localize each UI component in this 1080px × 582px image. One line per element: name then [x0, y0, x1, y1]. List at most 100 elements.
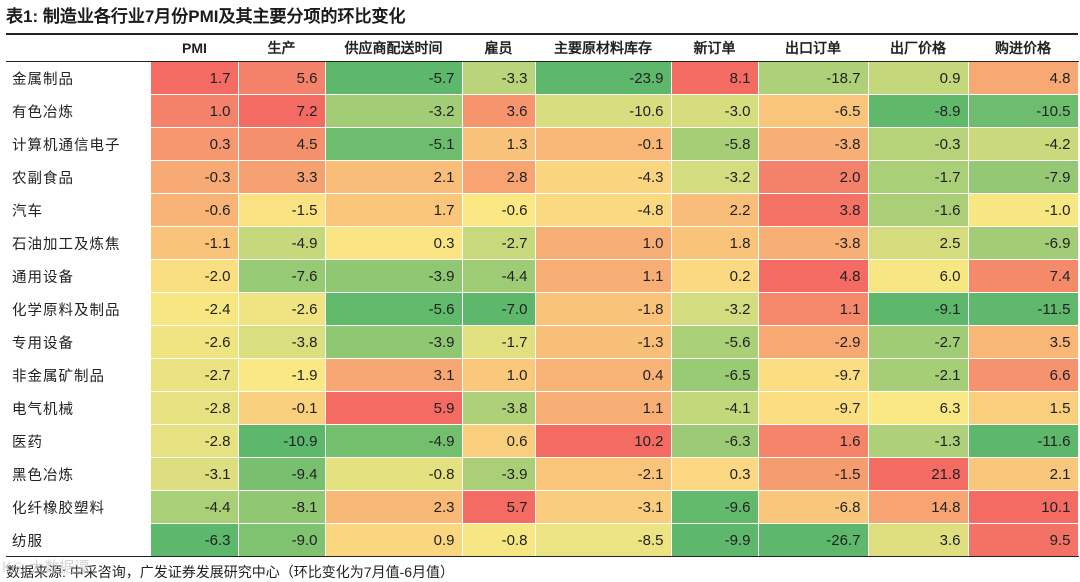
heatmap-cell: -1.3 [535, 325, 672, 359]
source-note: 数据来源: 中采咨询，广发证券发展研究中心（环比变化为7月值-6月值） [6, 564, 455, 580]
heatmap-cell: -1.1 [151, 226, 239, 260]
header-corner [6, 35, 151, 62]
heatmap-cell: -10.5 [968, 94, 1079, 128]
heatmap-cell: 2.1 [968, 457, 1079, 491]
heatmap-cell: -26.7 [758, 523, 869, 557]
row-label: 纺服 [6, 523, 151, 557]
row-label: 医药 [6, 424, 151, 458]
heatmap-cell: 9.5 [968, 523, 1079, 557]
heatmap-cell: 0.3 [325, 226, 463, 260]
heatmap-cell: -3.1 [535, 490, 672, 524]
heatmap-cell: -6.3 [671, 424, 759, 458]
heatmap-cell: 1.0 [462, 358, 536, 392]
heatmap-cell: -9.7 [758, 358, 869, 392]
table-row: 纺服 -6.3 -9.0 0.9 -0.8 -8.5 -9.9 -26.7 3.6 9.5 [6, 523, 1079, 557]
heatmap-cell: 4.5 [238, 127, 326, 161]
heatmap-cell: 5.7 [462, 490, 536, 524]
table-title: 表1: 制造业各行业7月份PMI及其主要分项的环比变化 [6, 7, 406, 26]
heatmap-cell: 1.5 [968, 391, 1079, 425]
heatmap-cell: -4.1 [671, 391, 759, 425]
heatmap-table: PMI 生产 供应商配送时间 雇员 主要原材料库存 新订单 出口订单 出厂价格 购进价格 金属制… [6, 35, 1079, 557]
heatmap-cell: 10.1 [968, 490, 1079, 524]
heatmap-cell: -2.6 [151, 325, 239, 359]
table-row: 农副食品 -0.3 3.3 2.1 2.8 -4.3 -3.2 2.0 -1.7 -7.9 [6, 160, 1079, 194]
heatmap-cell: -3.0 [671, 94, 759, 128]
heatmap-cell: -1.7 [868, 160, 969, 194]
heatmap-cell: -4.9 [238, 226, 326, 260]
heatmap-cell: -0.3 [868, 127, 969, 161]
header-row: PMI 生产 供应商配送时间 雇员 主要原材料库存 新订单 出口订单 出厂价格 购进价格 [6, 35, 1078, 62]
heatmap-cell: -3.9 [462, 457, 536, 491]
heatmap-cell: -1.3 [868, 424, 969, 458]
row-label: 通用设备 [6, 259, 151, 293]
heatmap-cell: -1.6 [868, 193, 969, 227]
heatmap-cell: 4.8 [758, 259, 869, 293]
heatmap-cell: -1.8 [535, 292, 672, 326]
column-header: 雇员 [462, 35, 535, 62]
table-row: 非金属矿制品 -2.7 -1.9 3.1 1.0 0.4 -6.5 -9.7 -2.1 6.6 [6, 358, 1079, 392]
heatmap-cell: 1.8 [671, 226, 759, 260]
heatmap-cell: -3.8 [758, 226, 869, 260]
heatmap-cell: -4.9 [325, 424, 463, 458]
heatmap-cell: 2.1 [325, 160, 463, 194]
heatmap-cell: -9.1 [868, 292, 969, 326]
heatmap-cell: -6.9 [968, 226, 1079, 260]
heatmap-cell: 1.6 [758, 424, 869, 458]
heatmap-cell: -0.1 [535, 127, 672, 161]
heatmap-cell: -3.8 [462, 391, 536, 425]
heatmap-cell: 6.3 [868, 391, 969, 425]
column-header: 新订单 [671, 35, 758, 62]
heatmap-cell: -2.1 [868, 358, 969, 392]
heatmap-cell: -4.4 [462, 259, 536, 293]
row-label: 农副食品 [6, 160, 151, 194]
heatmap-cell: -9.6 [671, 490, 759, 524]
heatmap-cell: -7.0 [462, 292, 536, 326]
heatmap-cell: -9.7 [758, 391, 869, 425]
row-label: 石油加工及炼焦 [6, 226, 151, 260]
heatmap-cell: 1.1 [535, 391, 672, 425]
heatmap-cell: 1.0 [535, 226, 672, 260]
heatmap-cell: -4.8 [535, 193, 672, 227]
heatmap-cell: -6.3 [151, 523, 239, 557]
column-header: 主要原材料库存 [535, 35, 671, 62]
heatmap-cell: -7.6 [238, 259, 326, 293]
heatmap-cell: -3.2 [671, 160, 759, 194]
heatmap-cell: -5.1 [325, 127, 463, 161]
heatmap-cell: 1.7 [151, 61, 239, 95]
heatmap-cell: -10.6 [535, 94, 672, 128]
heatmap-cell: -5.6 [671, 325, 759, 359]
table-body: 金属制品 1.7 5.6 -5.7 -3.3 -23.9 8.1 -18.7 0.9 4.8 有色冶… [6, 61, 1079, 557]
column-header: PMI [151, 35, 238, 62]
heatmap-cell: 3.6 [868, 523, 969, 557]
heatmap-cell: -5.8 [671, 127, 759, 161]
heatmap-cell: -3.2 [325, 94, 463, 128]
heatmap-cell: 4.8 [968, 61, 1079, 95]
row-label: 有色冶炼 [6, 94, 151, 128]
heatmap-cell: -3.9 [325, 325, 463, 359]
heatmap-cell: -0.3 [151, 160, 239, 194]
heatmap-cell: 0.2 [671, 259, 759, 293]
heatmap-cell: -3.9 [325, 259, 463, 293]
row-label: 电气机械 [6, 391, 151, 425]
heatmap-cell: 3.3 [238, 160, 326, 194]
heatmap-cell: -6.5 [758, 94, 869, 128]
heatmap-cell: 0.9 [325, 523, 463, 557]
heatmap-cell: -2.8 [151, 391, 239, 425]
heatmap-cell: 2.8 [462, 160, 536, 194]
table-row: 石油加工及炼焦 -1.1 -4.9 0.3 -2.7 1.0 1.8 -3.8 2.5 -6.9 [6, 226, 1079, 260]
heatmap-cell: -0.8 [462, 523, 536, 557]
heatmap-cell: -5.6 [325, 292, 463, 326]
heatmap-cell: -1.7 [462, 325, 536, 359]
title-rule [6, 33, 1078, 35]
row-label: 黑色冶炼 [6, 457, 151, 491]
heatmap-cell: -8.1 [238, 490, 326, 524]
heatmap-cell: -8.5 [535, 523, 672, 557]
heatmap-cell: -3.2 [671, 292, 759, 326]
heatmap-cell: 0.6 [462, 424, 536, 458]
heatmap-cell: -2.7 [868, 325, 969, 359]
heatmap-cell: 6.0 [868, 259, 969, 293]
watermark-logo: K◎ 大数据谭 [2, 559, 90, 576]
heatmap-cell: -1.5 [758, 457, 869, 491]
heatmap-cell: -2.0 [151, 259, 239, 293]
heatmap-cell: 7.2 [238, 94, 326, 128]
